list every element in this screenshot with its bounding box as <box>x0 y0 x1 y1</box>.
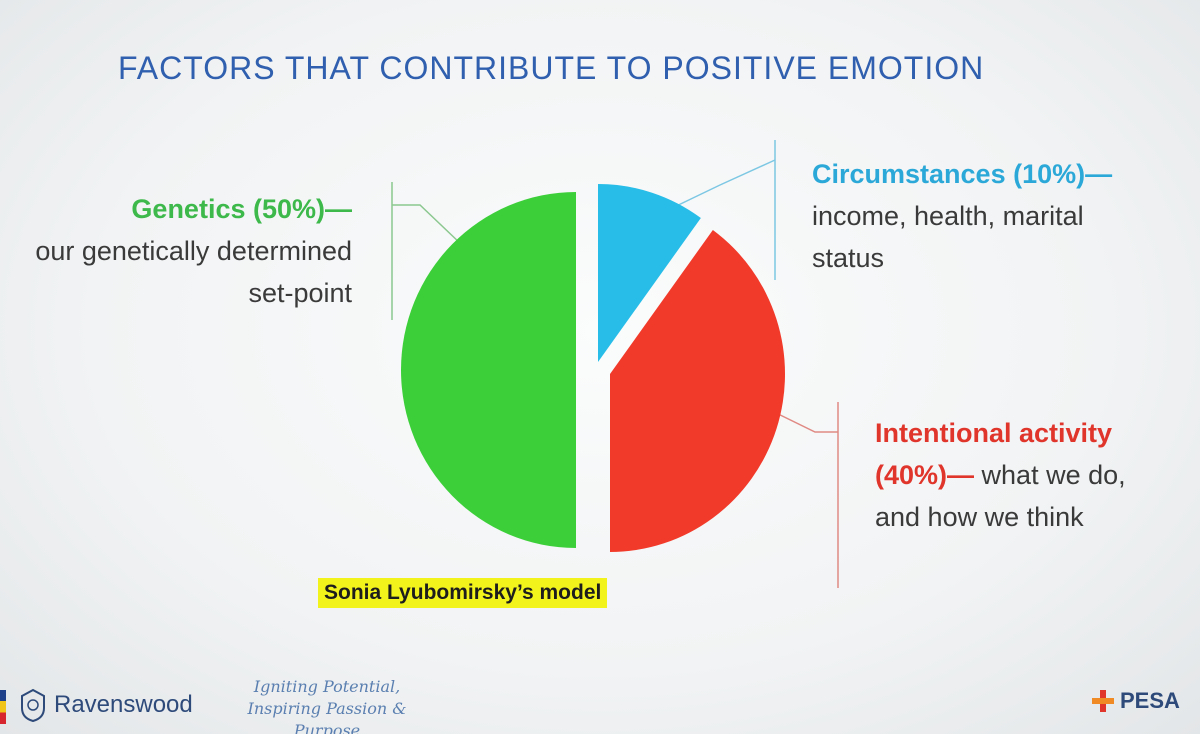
pie-slice-intentional-activity <box>610 229 785 552</box>
pesa-logo: PESA <box>1092 688 1180 714</box>
pesa-mark-icon <box>1092 690 1114 712</box>
intentional-heading: Intentional activity (40%)— <box>875 418 1113 490</box>
model-caption: Sonia Lyubomirsky’s model <box>318 578 608 608</box>
flag-strip <box>0 690 6 724</box>
tagline-line-1: Igniting Potential, <box>253 677 401 696</box>
intentional-description: what we do, and how we think <box>875 460 1126 532</box>
genetics-label: Genetics (50%)— our genetically determin… <box>30 188 352 314</box>
circumstances-description: income, health, marital status <box>812 201 1084 273</box>
tagline: Igniting Potential, Inspiring Passion & … <box>222 676 432 734</box>
circumstances-heading: Circumstances (10%)— <box>812 159 1113 189</box>
school-name: Ravenswood <box>54 691 193 718</box>
tagline-line-2: Inspiring Passion & Purpose <box>247 699 407 734</box>
pie-slices <box>401 184 785 552</box>
leader-lines <box>391 140 839 588</box>
genetics-description: our genetically determined set-point <box>35 236 352 308</box>
pesa-name: PESA <box>1120 688 1180 713</box>
slide-title: FACTORS THAT CONTRIBUTE TO POSITIVE EMOT… <box>118 50 985 86</box>
genetics-heading: Genetics (50%)— <box>131 194 352 224</box>
circumstances-label: Circumstances (10%)— income, health, mar… <box>812 153 1132 279</box>
circumstances-leader <box>667 140 776 280</box>
pie-slice-genetics <box>401 192 576 548</box>
pie-slice-circumstances <box>598 184 701 362</box>
crest-icon <box>21 688 45 722</box>
ravenswood-logo: Ravenswood <box>20 688 193 722</box>
intentional-label: Intentional activity (40%)— what we do, … <box>875 412 1175 538</box>
intentional-leader <box>769 402 839 588</box>
genetics-leader <box>391 182 463 320</box>
